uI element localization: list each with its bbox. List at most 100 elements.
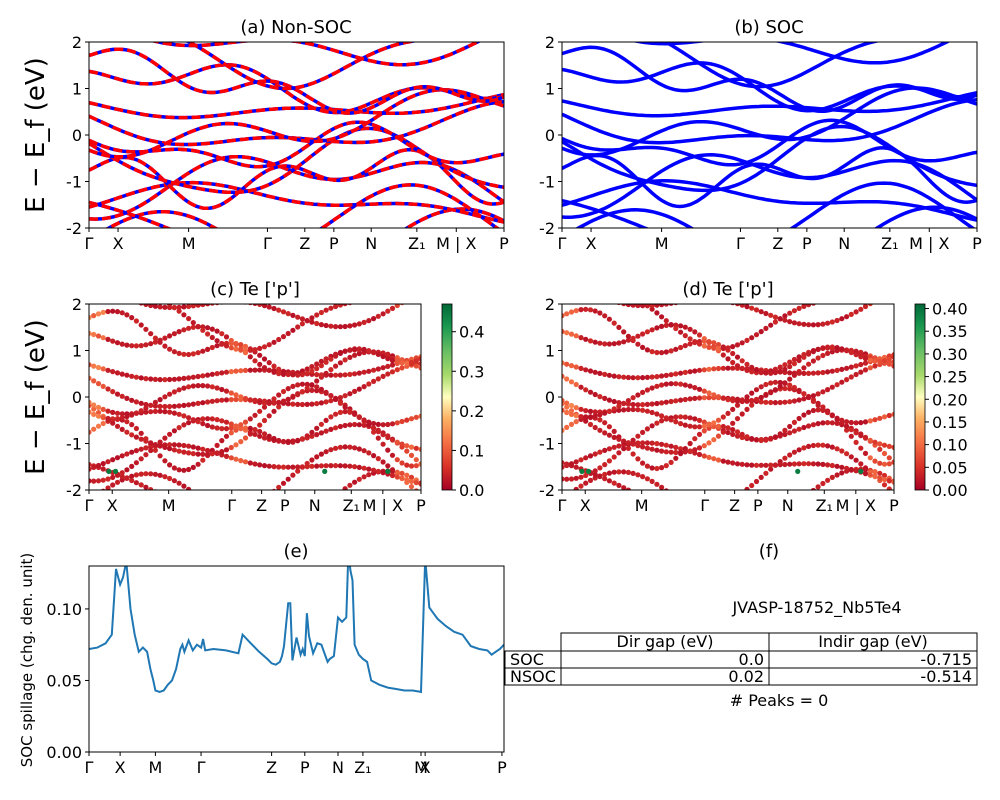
projection-point <box>342 323 348 330</box>
projection-point <box>219 512 224 517</box>
projection-point <box>682 324 688 330</box>
projection-point <box>133 472 139 478</box>
projection-point <box>592 413 598 419</box>
xtick-label: M <box>635 496 649 515</box>
projection-point <box>309 382 315 388</box>
projection-point <box>654 441 660 447</box>
projection-point <box>385 463 391 469</box>
projection-point <box>110 369 116 375</box>
projection-point <box>247 416 253 422</box>
projection-point <box>725 459 731 465</box>
projection-point <box>649 446 655 452</box>
projection-point <box>701 419 707 425</box>
projection-point <box>209 371 215 377</box>
projection-point <box>261 431 268 437</box>
projection-point <box>678 414 684 420</box>
projection-point <box>129 397 135 403</box>
projection-point <box>730 427 736 433</box>
projection-point <box>257 428 263 435</box>
projection-point <box>886 455 892 461</box>
projection-point <box>314 463 320 469</box>
projection-point <box>295 392 301 398</box>
projection-point <box>356 370 362 376</box>
projection-point <box>562 460 565 466</box>
projection-point <box>564 400 570 406</box>
projection-point <box>157 472 163 478</box>
projection-point <box>682 333 688 339</box>
projection-point <box>228 390 234 396</box>
projection-point <box>228 444 234 451</box>
projection-point <box>706 344 712 350</box>
projection-point <box>782 380 788 386</box>
projection-point <box>801 396 807 402</box>
projection-point <box>773 518 778 523</box>
projection-point <box>753 478 760 485</box>
projection-point <box>858 445 864 451</box>
projection-point <box>91 280 96 285</box>
projection-point <box>611 454 617 460</box>
projection-point <box>659 323 665 329</box>
projection-point <box>768 436 774 442</box>
projection-point <box>825 420 831 426</box>
projection-point <box>749 397 755 404</box>
projection-point <box>385 371 391 377</box>
projection-point <box>200 327 206 333</box>
projection-point <box>352 352 358 358</box>
projection-point <box>602 295 607 300</box>
projection-point <box>105 476 111 482</box>
projection-point <box>730 365 736 371</box>
projection-point <box>238 524 243 529</box>
projection-point <box>304 370 310 376</box>
projection-point <box>181 422 187 428</box>
projection-point <box>337 400 343 406</box>
projection-point <box>261 404 268 410</box>
projection-point <box>573 308 579 314</box>
projection-point <box>371 378 377 384</box>
projection-point <box>791 449 798 455</box>
projection-point <box>352 388 358 394</box>
projection-point <box>711 392 717 398</box>
projection-point <box>333 463 339 469</box>
projection-point <box>772 434 779 440</box>
projection-point <box>399 460 405 466</box>
projection-point <box>233 346 239 352</box>
projection-point <box>356 476 362 482</box>
projection-point <box>606 424 613 430</box>
projection-point <box>242 435 249 441</box>
projection-point <box>101 293 106 298</box>
projection-point <box>720 458 726 464</box>
projection-point <box>352 411 358 417</box>
projection-point <box>408 478 415 484</box>
projection-point <box>621 304 627 307</box>
colorbar-tick-label: 0.25 <box>932 368 968 387</box>
projection-point <box>867 472 873 478</box>
projection-point <box>219 370 225 376</box>
projection-point <box>119 470 125 476</box>
projection-point <box>616 374 622 380</box>
projection-point <box>611 373 617 379</box>
projection-point <box>673 371 679 377</box>
projection-point <box>682 449 688 455</box>
projection-point <box>105 415 111 422</box>
projection-point <box>725 528 730 533</box>
projection-point <box>796 354 802 360</box>
projection-point <box>791 370 798 376</box>
projection-point <box>734 363 741 369</box>
projection-point <box>597 370 603 376</box>
projection-point <box>318 309 324 316</box>
xtick-label: P <box>802 234 812 253</box>
projection-point <box>133 343 139 349</box>
projection-point <box>635 456 641 462</box>
projection-point <box>640 444 646 450</box>
projection-point <box>564 361 570 367</box>
projection-point <box>663 399 669 405</box>
projection-point <box>730 398 736 404</box>
projection-point <box>318 363 324 369</box>
projection-point <box>862 450 869 456</box>
projection-point <box>100 477 106 483</box>
projection-point <box>105 367 111 373</box>
projection-point <box>621 329 627 335</box>
projection-point <box>872 417 878 423</box>
projection-point <box>891 459 894 465</box>
